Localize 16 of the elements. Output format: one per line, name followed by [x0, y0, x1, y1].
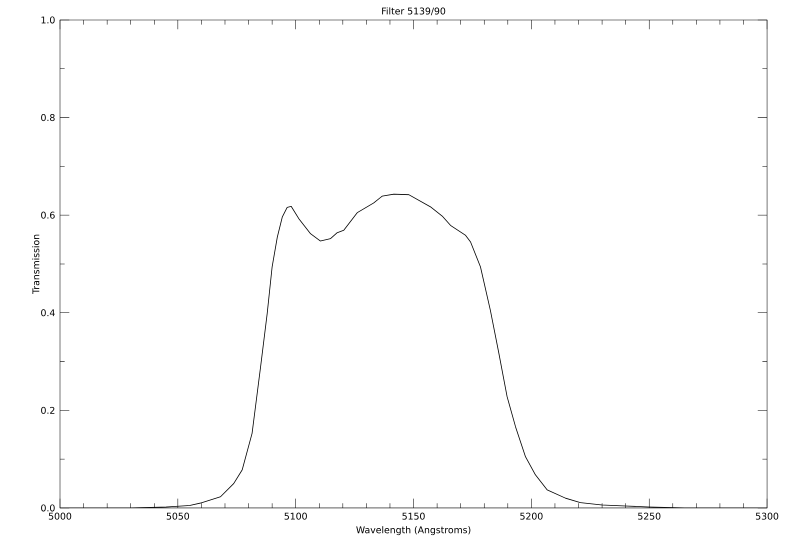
x-tick-label: 5100 — [284, 512, 307, 520]
x-axis-title: Wavelength (Angstroms) — [356, 526, 470, 536]
y-tick-label: 0.6 — [41, 212, 55, 219]
x-tick-label: 5000 — [48, 512, 72, 520]
y-tick-label: 0.2 — [41, 406, 54, 414]
chart-title: Filter 5139/90 — [382, 7, 446, 16]
x-tick-label: 5150 — [402, 512, 425, 520]
y-axis-title: Transmission — [32, 234, 40, 294]
y-tick-label: 0.0 — [41, 504, 55, 512]
y-tick-label: 0.8 — [41, 114, 55, 122]
x-tick-label: 5050 — [166, 512, 190, 520]
y-tick-label: 0.4 — [41, 309, 55, 316]
x-tick-label: 5200 — [520, 512, 543, 520]
x-tick-label: 5300 — [756, 512, 778, 520]
y-tick-label: 1.0 — [42, 16, 55, 24]
x-tick-label: 5250 — [638, 512, 660, 520]
